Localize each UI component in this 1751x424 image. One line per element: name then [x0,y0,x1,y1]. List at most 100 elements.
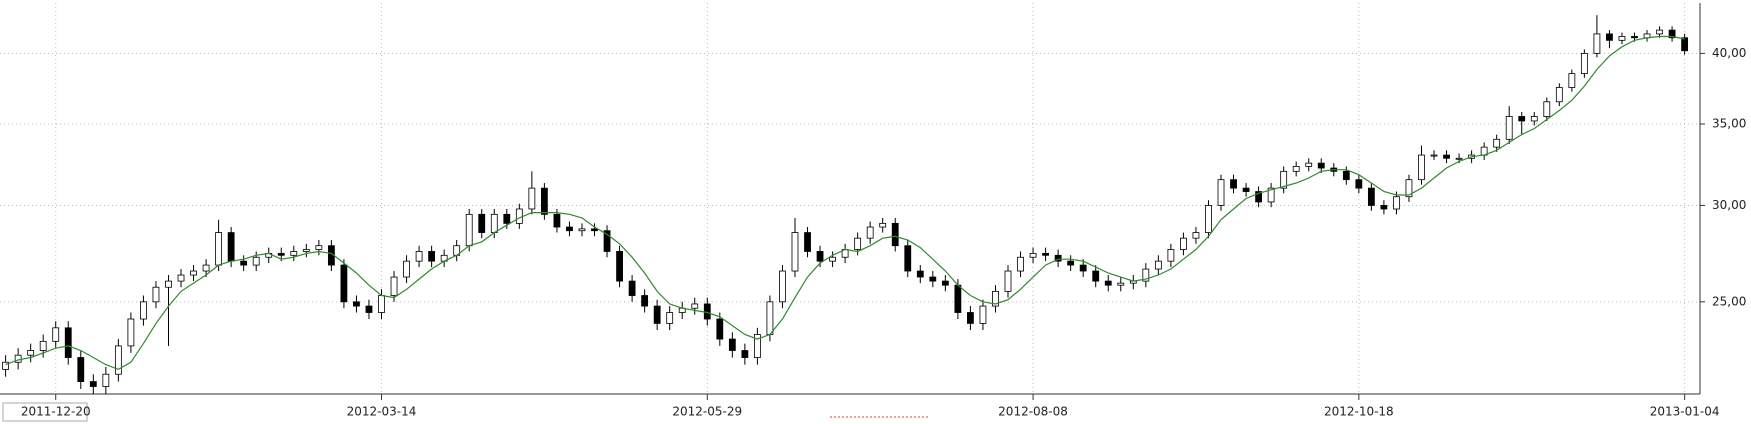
candle-body [829,256,836,262]
candle-body [1367,187,1375,206]
candle-body [1380,205,1388,210]
candle-body [1606,33,1613,41]
candle-body [591,228,598,232]
candle-body [1042,252,1049,256]
candle-body [503,213,511,224]
candle-body [490,213,498,233]
candle-body [854,237,862,250]
candle-body [1656,29,1663,35]
candle-body [1305,162,1313,167]
candle-body [1631,36,1638,39]
label-box [2,402,88,422]
candle-body [716,318,724,340]
candle-body [190,270,197,276]
candle-body [290,251,298,256]
candle-body [1518,116,1526,122]
candle-body [816,251,824,262]
candle-body [603,230,611,252]
candle-body [1681,37,1689,52]
candle-body [1205,205,1212,233]
candle-body [1054,254,1062,262]
candle-body [478,213,486,233]
candle-body [1242,187,1250,192]
candle-body [691,303,699,309]
candle-body [1355,179,1363,189]
y-tick-label: 35,00 [1712,116,1746,130]
candle-body [866,226,874,239]
x-tick-label: 2012-10-18 [1324,405,1394,419]
moving-average-line [5,35,1685,371]
candle-body [1568,73,1576,88]
candle-body [1079,264,1087,272]
candle-body [916,270,924,278]
candle-body [528,187,536,210]
candle-body [1505,116,1513,140]
candle-body [302,249,310,252]
candle-body [804,232,811,252]
candle-body [1167,249,1175,262]
candle-body [992,290,999,307]
candle-body [1180,237,1187,250]
candle-body [515,208,523,224]
candle-body [227,232,235,262]
candle-body [1004,270,1012,292]
candle-body [1029,252,1037,258]
x-tick-label: 2012-05-29 [672,405,742,419]
candle-body [779,270,786,303]
candle-body [628,280,636,296]
candle-body [127,318,135,347]
candle-body [1668,29,1676,39]
candle-body [879,222,887,228]
candle-body [578,228,586,232]
x-tick-label: 2012-03-14 [347,405,417,419]
candle-body [728,338,736,351]
candle-body [52,327,60,342]
candle-body [202,264,210,272]
candle-body [641,295,649,307]
candle-body [1593,33,1601,54]
candle-body [403,260,410,278]
candle-body [428,251,436,262]
candle-body [1555,87,1563,103]
candle-body [1443,154,1450,159]
candle-body [941,280,949,286]
candle-body [1342,170,1350,181]
x-tick-label: 2011-12-20 [21,405,91,419]
candle-body [1067,260,1075,266]
candle-body [1017,256,1024,272]
candle-body [616,251,623,282]
candle-body [415,251,423,262]
candle-body [1217,179,1225,206]
candle-body [114,345,122,375]
candle-body [140,301,147,320]
x-tick-label: 2013-01-04 [1650,405,1720,419]
candle-body [1543,101,1551,117]
candle-body [165,280,172,288]
candle-body [1280,170,1288,189]
candle-body [1618,36,1626,41]
candle-body [741,350,749,358]
candle-body [1255,191,1262,203]
candle-body [215,232,223,266]
candle-body [39,340,47,351]
candle-body [390,276,398,296]
candle-body [1493,138,1501,148]
candle-body [540,187,548,215]
candle-body [1317,162,1325,169]
candle-body [1154,260,1162,270]
candle-body [904,245,912,272]
y-tick-label: 30,00 [1712,198,1746,212]
candle-body [1230,179,1237,189]
candle-body [1405,179,1413,198]
candle-body [891,222,899,247]
candle-body [365,305,373,313]
candle-body [1530,116,1538,122]
candle-body [566,226,573,232]
candle-body [1142,268,1150,282]
candle-body [378,295,385,313]
candle-body [102,373,110,387]
candle-body [252,256,260,266]
candle-body [1104,280,1112,286]
candle-body [1117,282,1125,286]
